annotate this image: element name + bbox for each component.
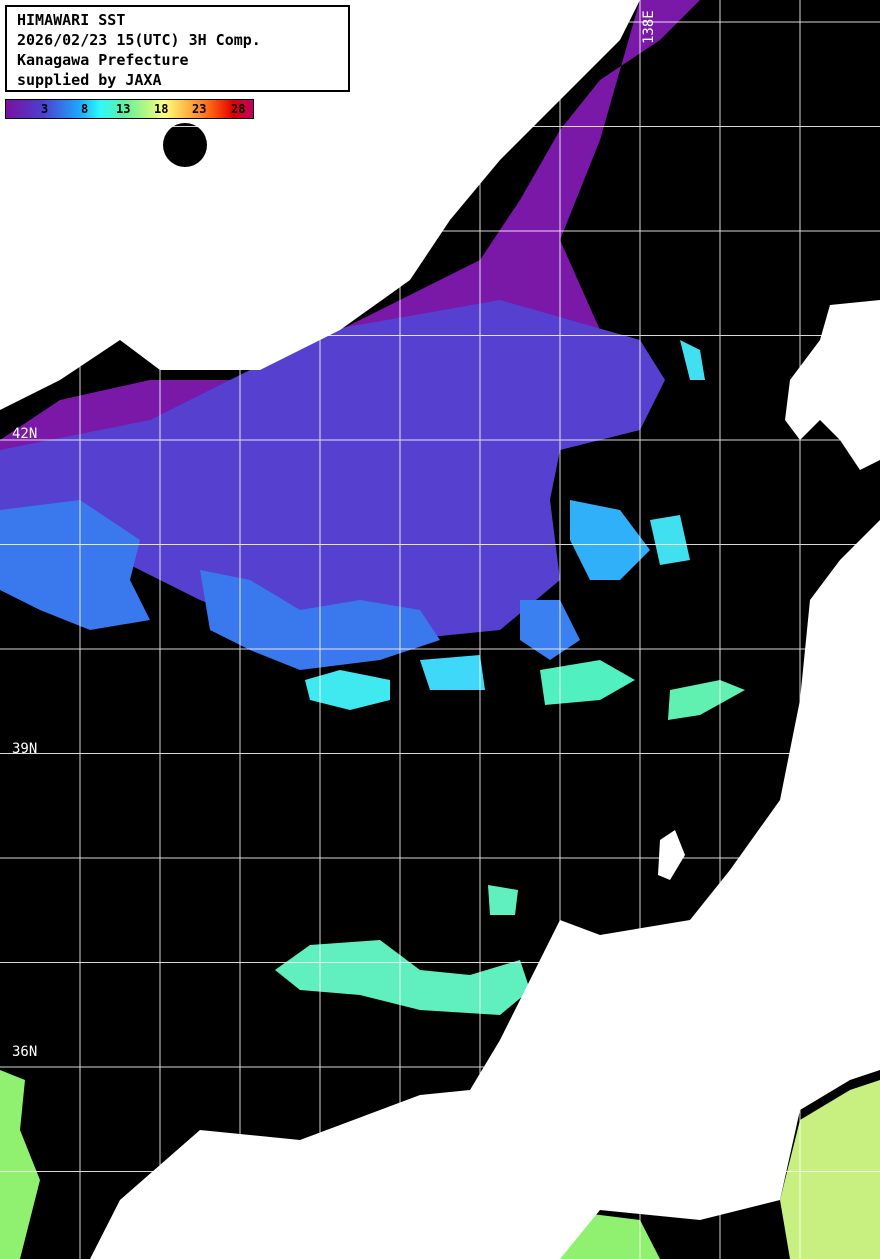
lat-label-42n: 42N — [12, 426, 38, 442]
title-box: HIMAWARI SST 2026/02/23 15(UTC) 3H Comp.… — [5, 5, 350, 92]
sst-cyan-east-1 — [680, 340, 705, 380]
colorbar-tick: 23 — [192, 102, 207, 116]
lat-label-39n: 39N — [12, 741, 38, 757]
sst-teal-4 — [275, 940, 530, 1015]
lat-label-36n: 36N — [12, 1044, 38, 1060]
land-japan-honshu — [90, 520, 880, 1259]
colorbar-tick: 3 — [41, 102, 49, 116]
sst-bluepurple — [0, 300, 665, 640]
sst-blue — [0, 500, 150, 630]
sst-cyan-1 — [305, 670, 390, 710]
sst-teal-1 — [540, 660, 635, 705]
date-line: 2026/02/23 15(UTC) 3H Comp. — [17, 31, 261, 49]
lon-label-138e: 138E — [641, 10, 657, 44]
sst-green-sw — [0, 1070, 40, 1259]
sst-blue-3 — [520, 600, 580, 660]
sst-cyan-2 — [420, 655, 485, 690]
sst-cyan-east-2 — [650, 515, 690, 565]
title-line: HIMAWARI SST — [17, 11, 126, 29]
source-line: Kanagawa Prefecture — [17, 51, 189, 69]
color-scale-bar: 3 8 13 18 23 28 — [5, 99, 254, 119]
colorbar-tick: 18 — [154, 102, 169, 116]
land-sado-island — [658, 830, 685, 880]
sst-teal-3 — [488, 885, 518, 915]
sst-lightblue — [570, 500, 650, 580]
dark-patch — [163, 123, 207, 167]
land-hokkaido-tip — [785, 300, 880, 470]
sst-teal-2 — [668, 680, 745, 720]
colorbar-tick: 13 — [116, 102, 131, 116]
colorbar-tick: 8 — [81, 102, 89, 116]
sst-yellowgreen-se — [780, 1080, 880, 1259]
credit-line: supplied by JAXA — [17, 71, 162, 89]
colorbar-tick: 28 — [231, 102, 246, 116]
